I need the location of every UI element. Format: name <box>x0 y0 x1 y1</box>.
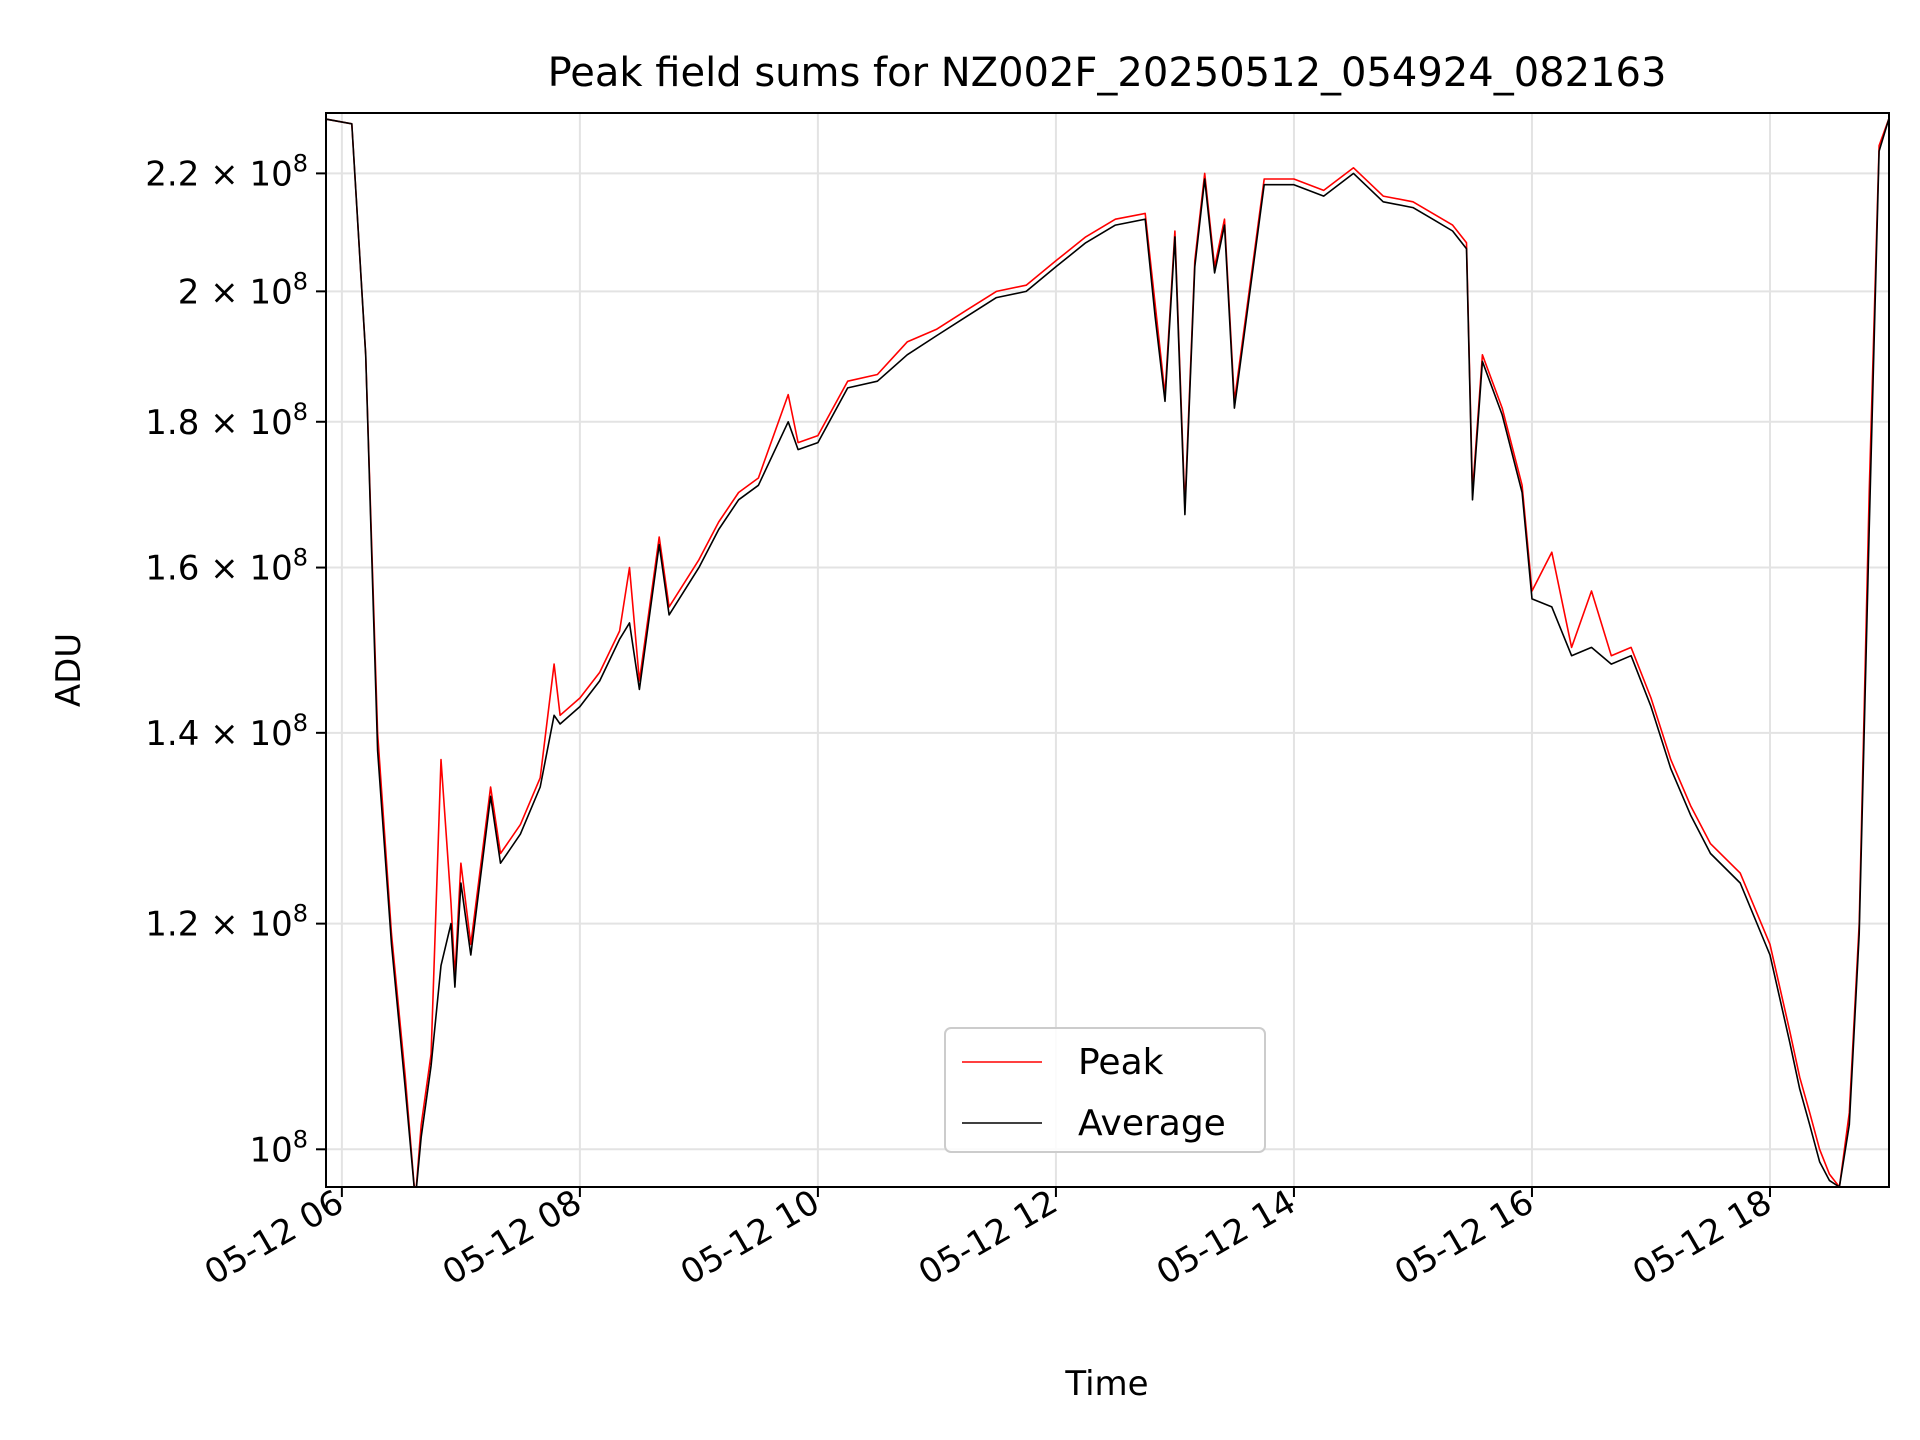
y-tick-label: 1.4 × 108 <box>145 709 308 754</box>
series-lines <box>326 118 1889 1187</box>
x-axis-label: Time <box>1064 1364 1148 1404</box>
y-tick-exponent: 8 <box>293 267 308 295</box>
y-tick-base: 10 <box>249 714 292 754</box>
y-tick-mantissa: 1.6 × <box>145 549 249 589</box>
y-tick-mantissa: 1.2 × <box>145 905 249 945</box>
y-tick-exponent: 8 <box>293 149 308 177</box>
legend-frame <box>944 1027 1266 1153</box>
y-tick-label: 2.2 × 108 <box>145 149 308 194</box>
y-tick-mantissa: 1.8 × <box>145 403 249 443</box>
y-tick-label: 2 × 108 <box>178 267 308 312</box>
y-axis-label: ADU <box>49 633 89 707</box>
y-tick-exponent: 8 <box>293 709 308 737</box>
y-tick-label: 1.8 × 108 <box>145 398 308 443</box>
y-tick-base: 10 <box>249 403 292 443</box>
legend-label-peak: Peak <box>1078 1042 1164 1083</box>
y-tick-exponent: 8 <box>293 1125 308 1153</box>
grid <box>326 113 1889 1187</box>
y-tick-mantissa: 1.4 × <box>145 714 249 754</box>
y-tick-base: 10 <box>249 1130 292 1170</box>
y-tick-mantissa: 2 × <box>178 272 250 312</box>
y-tick-mantissa: 2.2 × <box>145 154 249 194</box>
series-line-average <box>326 118 1889 1187</box>
chart-title: Peak field sums for NZ002F_20250512_0549… <box>548 50 1667 96</box>
legend-label-average: Average <box>1078 1103 1226 1144</box>
y-tick-label: 1.6 × 108 <box>145 544 308 589</box>
y-tick-exponent: 8 <box>293 398 308 426</box>
y-tick-base: 10 <box>249 154 292 194</box>
plot-frame <box>325 112 1890 1188</box>
y-tick-label: 1.2 × 108 <box>145 900 308 945</box>
y-tick-base: 10 <box>249 272 292 312</box>
y-tick-label: 108 <box>249 1125 308 1170</box>
y-tick-base: 10 <box>249 549 292 589</box>
y-tick-base: 10 <box>249 905 292 945</box>
y-tick-exponent: 8 <box>293 900 308 928</box>
series-line-peak <box>326 118 1889 1187</box>
y-tick-exponent: 8 <box>293 544 308 572</box>
legend: Peak Average <box>944 1027 1266 1153</box>
